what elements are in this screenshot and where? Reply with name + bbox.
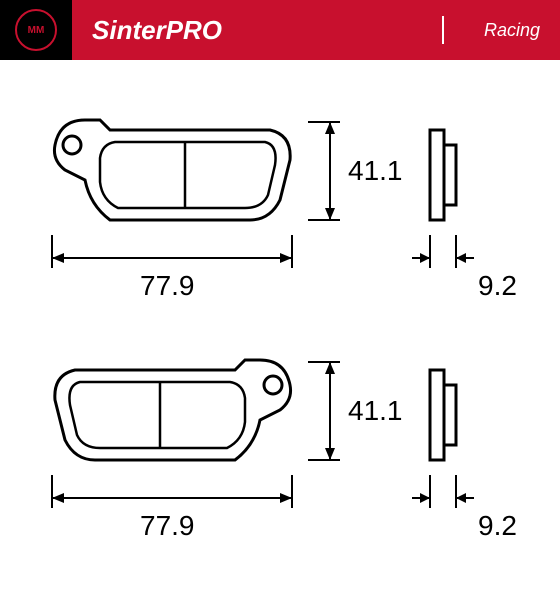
mount-hole-bottom [264, 376, 282, 394]
dim-thick-top: 9.2 [478, 270, 517, 301]
pad-row-bottom: 41.1 77.9 9.2 [30, 340, 530, 550]
logo-block: MM [0, 0, 72, 60]
category-label: Racing [484, 20, 540, 41]
logo-text: MM [28, 25, 45, 36]
brake-pad-bottom-outline [55, 360, 291, 460]
pad-top-svg: 41.1 77.9 9.2 [30, 100, 530, 310]
dim-thick-bottom: 9.2 [478, 510, 517, 541]
brake-pad-bottom-inner [69, 382, 245, 448]
header-red-bar: SinterPRO Racing [72, 0, 560, 60]
header-bar: MM SinterPRO Racing [0, 0, 560, 60]
dim-width-top: 77.9 [140, 270, 195, 301]
pad-bottom-svg: 41.1 77.9 9.2 [30, 340, 530, 550]
brake-pad-top-inner [100, 142, 276, 208]
dim-width-bottom: 77.9 [140, 510, 195, 541]
dim-height-top: 41.1 [348, 155, 403, 186]
header-right-group: Racing [442, 16, 540, 44]
mount-hole-top [63, 136, 81, 154]
thickness-profile-bottom [430, 370, 456, 460]
diagram-area: 41.1 77.9 9.2 [0, 60, 560, 600]
brake-pad-top-outline [54, 120, 290, 220]
brand-title: SinterPRO [92, 15, 222, 46]
pad-row-top: 41.1 77.9 9.2 [30, 100, 530, 310]
thickness-profile-top [430, 130, 456, 220]
brand-logo-icon: MM [15, 9, 57, 51]
dim-height-bottom: 41.1 [348, 395, 403, 426]
header-divider [442, 16, 444, 44]
